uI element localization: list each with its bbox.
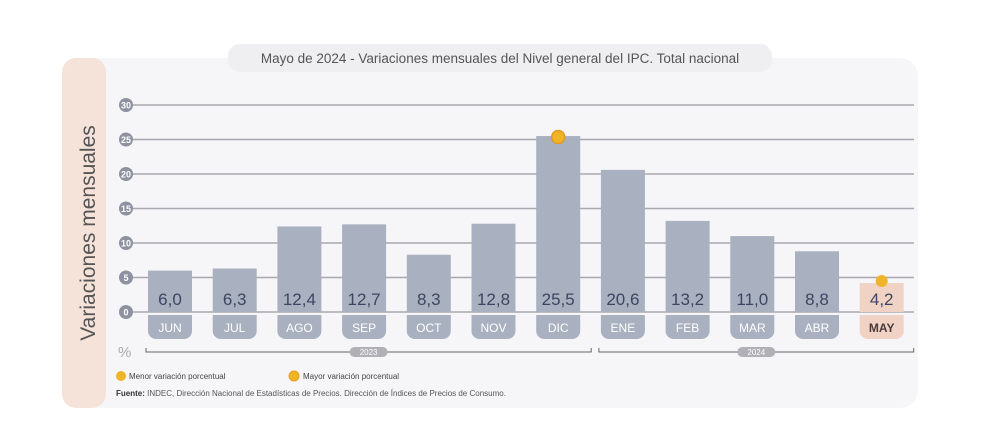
data-label: 11,0: [736, 290, 768, 309]
y-tick-label: 15: [121, 204, 131, 214]
source-note: Fuente: INDEC, Dirección Nacional de Est…: [116, 389, 506, 398]
bar-feb: [665, 220, 710, 312]
x-tick-label: MAY: [869, 321, 895, 335]
year-label: 2024: [747, 348, 765, 357]
x-tick-label: DIC: [548, 321, 569, 335]
side-panel: [62, 58, 106, 408]
bar-ene: [600, 169, 645, 312]
data-label: 25,5: [542, 290, 575, 309]
category-badge: [859, 315, 904, 339]
x-tick-label: JUN: [158, 321, 181, 335]
legend: Menor variación porcentual Mayor variaci…: [116, 370, 399, 382]
x-tick-label: MAR: [739, 321, 766, 335]
category-badge: [148, 315, 192, 339]
y-tick-label: 0: [123, 308, 128, 318]
data-label: 6,0: [158, 290, 182, 309]
x-tick-label: SEP: [352, 321, 376, 335]
y-tick-badge: [119, 98, 133, 112]
y-tick-badge: [119, 132, 133, 147]
data-label: 13,2: [671, 290, 704, 309]
bar-nov: [471, 223, 516, 312]
y-tick-label: 20: [121, 170, 131, 180]
data-label: 12,7: [348, 290, 381, 309]
title-pill: [228, 44, 772, 72]
category-badge: [277, 315, 322, 339]
y-tick-label: 25: [121, 135, 131, 145]
x-tick-label: NOV: [480, 321, 506, 335]
category-badge: [795, 315, 839, 339]
category-badge: [212, 315, 257, 339]
y-tick-label: 30: [121, 101, 131, 111]
bar-dic: [536, 136, 581, 312]
year-label: 2023: [360, 348, 378, 357]
x-tick-label: JUL: [224, 321, 246, 335]
bar-jul: [212, 268, 257, 312]
max-marker: [550, 129, 566, 145]
y-tick-badge: [119, 201, 133, 216]
y-tick-badge: [119, 270, 133, 285]
bar-abr: [795, 251, 839, 312]
source-text: INDEC, Dirección Nacional de Estadística…: [145, 389, 506, 398]
category-badge: [406, 315, 451, 339]
category-badge: [536, 315, 581, 339]
x-tick-label: ENE: [611, 321, 636, 335]
chart-title: Mayo de 2024 - Variaciones mensuales del…: [261, 51, 739, 66]
legend-max-marker: [288, 370, 300, 382]
min-marker: [875, 275, 888, 288]
bar-sep: [342, 224, 387, 312]
year-badge: [737, 347, 776, 357]
category-badge: [342, 315, 387, 339]
y-tick-badge: [119, 167, 133, 181]
bar-may: [859, 283, 904, 312]
bar-ago: [277, 226, 322, 312]
category-badge: [665, 315, 710, 339]
category-badge: [730, 315, 775, 339]
x-tick-label: OCT: [416, 321, 442, 335]
y-tick-label: 5: [123, 273, 128, 283]
x-tick-label: FEB: [676, 321, 699, 335]
data-label: 12,8: [477, 290, 510, 309]
category-badge: [471, 315, 516, 339]
y-tick-badge: [119, 236, 133, 250]
legend-min-label: Menor variación porcentual: [129, 372, 226, 381]
source-label: Fuente:: [116, 389, 145, 398]
data-label: 12,4: [283, 290, 316, 309]
y-tick-badge: [119, 305, 133, 319]
data-label: 4,2: [870, 290, 894, 309]
bar-mar: [730, 236, 775, 312]
x-tick-label: ABR: [805, 321, 830, 335]
y-unit: %: [118, 344, 131, 361]
category-badge: [600, 315, 645, 339]
legend-min-marker: [116, 371, 126, 381]
data-label: 8,3: [417, 290, 441, 309]
y-tick-label: 10: [121, 239, 131, 249]
data-label: 20,6: [606, 290, 639, 309]
bar-oct: [406, 254, 451, 312]
data-label: 6,3: [223, 290, 247, 309]
year-badge: [349, 347, 388, 357]
y-axis-label: Variaciones mensuales: [77, 125, 100, 341]
legend-max-label: Mayor variación porcentual: [303, 372, 399, 381]
data-label: 8,8: [805, 290, 829, 309]
bar-jun: [148, 270, 192, 312]
x-tick-label: AGO: [286, 321, 313, 335]
